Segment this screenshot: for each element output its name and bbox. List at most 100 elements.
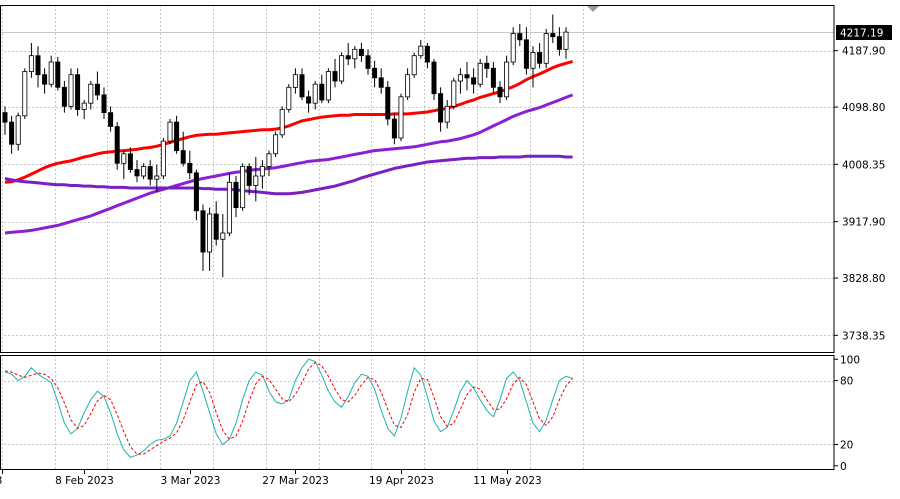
candle-body-up [405, 74, 411, 98]
candle [273, 131, 279, 157]
candle-body-up [457, 74, 463, 82]
stochastic-signal-line [4, 361, 573, 455]
candle [213, 201, 219, 246]
y-tick-label: 4008.35 [842, 159, 885, 171]
candle [299, 68, 305, 100]
candle-body-down [438, 93, 444, 123]
price-panel-frame [0, 5, 835, 353]
candle-body-down [391, 118, 397, 139]
x-tick-label: 3 Mar 2023 [161, 475, 221, 487]
y-tick-label: 4098.80 [842, 102, 885, 114]
candle [154, 164, 160, 192]
candle-body-down [358, 48, 364, 56]
candle-body-up [48, 61, 54, 85]
oscillator-tick-label: 20 [840, 439, 853, 451]
candle [253, 156, 259, 202]
candle-body-up [563, 31, 569, 50]
y-tick-label: 3738.35 [842, 330, 885, 342]
candle [240, 163, 246, 211]
stochastic-oscillator [4, 358, 573, 458]
candle [306, 90, 312, 113]
candle [451, 77, 457, 110]
candle [391, 112, 397, 145]
candle-body-up [510, 33, 516, 63]
candle [75, 68, 81, 116]
candle-body-down [378, 77, 384, 88]
moving-average-line-3 [4, 154, 573, 196]
candle [28, 42, 34, 78]
oscillator-panel-frame [0, 355, 835, 470]
candle [207, 207, 213, 271]
candle-body-down [174, 121, 180, 151]
candle-body-up [240, 166, 246, 209]
candle [286, 84, 292, 113]
candle-body-down [537, 52, 543, 64]
oscillator-tick-label: 0 [840, 461, 847, 473]
candle-body-down [517, 33, 523, 41]
candle [556, 27, 562, 56]
candle-body-down [233, 181, 239, 209]
candle [193, 169, 199, 221]
candle [174, 115, 180, 154]
candle [418, 39, 424, 59]
candle [167, 118, 173, 145]
candle [352, 46, 358, 69]
current-price-label: 4217.19 [840, 28, 883, 40]
candle [141, 163, 147, 180]
chart-shift-marker [587, 6, 599, 12]
candle [266, 150, 272, 176]
candle [319, 74, 325, 104]
candle-body-up [325, 71, 331, 101]
candle-body-up [28, 55, 34, 72]
candle-body-down [550, 33, 556, 38]
candle [431, 58, 437, 100]
candle [187, 150, 193, 180]
candle [22, 68, 28, 119]
candle-body-down [193, 172, 199, 212]
candle-body-up [88, 83, 94, 104]
candle [537, 42, 543, 69]
candle [246, 163, 252, 195]
candle-body-up [259, 166, 265, 177]
candle-body-up [167, 121, 173, 142]
candle-body-down [556, 36, 562, 50]
candle [35, 46, 41, 88]
moving-average-line-1 [4, 59, 574, 184]
candle [484, 55, 490, 78]
candle [88, 80, 94, 110]
candle-body-down [180, 150, 186, 164]
candle [530, 46, 536, 88]
candle-body-up [279, 109, 285, 136]
candle [372, 60, 378, 88]
candle-body-down [497, 86, 503, 98]
candle-body-up [411, 55, 417, 76]
candle-body-down [332, 71, 338, 82]
candle [543, 29, 549, 69]
candle-body-up [530, 52, 536, 69]
candle-body-up [286, 86, 292, 110]
grid-lines [0, 5, 834, 469]
candle-body-down [431, 61, 437, 95]
candle-body-up [121, 153, 127, 164]
candle-body-down [147, 166, 153, 180]
candle-body-up [154, 175, 160, 180]
candle [101, 87, 107, 119]
moving-average-layer [4, 59, 574, 235]
candle [550, 14, 556, 43]
candle-body-up [398, 96, 404, 139]
candle-body-down [345, 55, 351, 60]
x-tick-label: 27 Mar 2023 [262, 475, 329, 487]
candle [259, 160, 265, 189]
candle-body-up [451, 80, 457, 107]
candle [411, 52, 417, 78]
candle-body-down [306, 96, 312, 104]
candle-body-down [246, 166, 252, 186]
candle-body-down [490, 67, 496, 88]
candle-body-down [108, 112, 114, 127]
candle [457, 68, 463, 94]
candle-body-down [200, 210, 206, 253]
candle-body-down [114, 126, 120, 164]
candle-body-down [424, 45, 430, 63]
